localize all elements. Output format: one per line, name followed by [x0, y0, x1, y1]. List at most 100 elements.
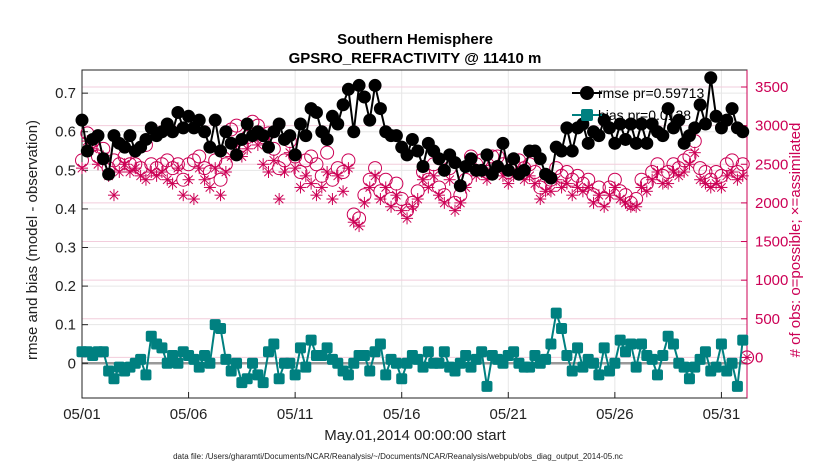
rmse-point	[288, 148, 302, 162]
asterisk-stroke	[333, 171, 343, 181]
rmse-point	[166, 125, 180, 139]
y-tick-label: 0.7	[55, 85, 76, 102]
bias-point	[572, 342, 584, 354]
obs-assimilated-point	[369, 169, 382, 182]
asterisk-stroke	[157, 167, 167, 177]
asterisk-stroke	[343, 163, 353, 173]
bias-point	[321, 342, 333, 354]
obs-assimilated-point	[592, 189, 605, 202]
asterisk-stroke	[700, 179, 710, 189]
rmse-point	[672, 113, 686, 127]
rmse-point	[634, 117, 648, 131]
rmse-point	[235, 132, 249, 146]
chart-title-line-1: Southern Hemisphere	[337, 31, 493, 48]
obs-assimilated-point	[443, 173, 456, 186]
bias-point	[380, 369, 392, 381]
bias-point	[481, 380, 493, 392]
asterisk-stroke	[423, 182, 433, 192]
legend-rmse-marker	[580, 86, 594, 100]
asterisk-stroke	[391, 190, 401, 200]
obs-assimilated-point	[337, 185, 350, 198]
obs-assimilated-point	[294, 181, 307, 194]
obs-assimilated-point	[315, 181, 328, 194]
asterisk-stroke	[349, 217, 359, 227]
obs-assimilated-point	[214, 189, 227, 202]
asterisk-stroke	[429, 171, 439, 181]
obs-assimilated-point	[129, 162, 142, 175]
y2-tick-label: 3000	[755, 118, 788, 135]
asterisk-stroke	[732, 175, 742, 185]
rmse-point	[624, 117, 638, 131]
rmse-point	[123, 129, 137, 143]
y2-tick-label: 0	[755, 349, 763, 366]
obs-assimilated-point	[571, 181, 584, 194]
obs-assimilated-point	[251, 138, 264, 151]
bias-point	[545, 338, 557, 350]
rmse-point	[400, 148, 414, 162]
obs-assimilated-point	[363, 181, 376, 194]
obs-assimilated-point	[107, 189, 120, 202]
y-tick-label: 0.2	[55, 278, 76, 295]
bias-point	[524, 361, 536, 373]
rmse-point	[725, 102, 739, 116]
obs-possible-point	[336, 164, 351, 179]
rmse-point	[389, 129, 403, 143]
legend: rmse pr=0.59713 bias pr=0.0128	[572, 85, 704, 123]
obs-assimilated-point	[560, 177, 573, 190]
asterisk-stroke	[706, 182, 716, 192]
obs-possible-point	[304, 149, 319, 164]
y2-tick-label: 3500	[755, 79, 788, 96]
bias-point	[284, 357, 296, 369]
rmse-point	[475, 163, 489, 177]
rmse-point	[437, 163, 451, 177]
obs-assimilated-point	[118, 158, 131, 171]
obs-assimilated-point	[736, 169, 749, 182]
bias-point	[737, 334, 749, 346]
obs-assimilated-point	[630, 200, 643, 213]
bias-point	[247, 357, 259, 369]
obs-assimilated-point	[267, 154, 280, 167]
bias-point	[556, 323, 568, 335]
asterisk-stroke	[397, 206, 407, 216]
obs-assimilated-point	[678, 165, 691, 178]
obs-assimilated-point	[502, 177, 515, 190]
bias-point	[140, 369, 152, 381]
rmse-point	[592, 129, 606, 143]
bias-point	[550, 307, 562, 319]
rmse-point	[320, 132, 334, 146]
obs-assimilated-point	[209, 162, 222, 175]
bias-point	[215, 323, 227, 335]
rmse-point	[464, 152, 478, 166]
asterisk-stroke	[684, 159, 695, 169]
obs-assimilated-point	[422, 181, 435, 194]
rmse-point	[693, 98, 707, 112]
bias-point	[193, 361, 205, 373]
rmse-point	[182, 109, 196, 123]
obs-assimilated-point	[699, 177, 712, 190]
obs-assimilated-point	[598, 200, 611, 213]
y-axis-label-left: rmse and bias (model - observation)	[24, 120, 41, 360]
asterisk-stroke	[668, 167, 679, 177]
y-tick-label: 0.4	[55, 201, 76, 218]
asterisk-stroke	[519, 175, 529, 185]
obs-assimilated-point	[198, 173, 211, 186]
rmse-point	[629, 136, 643, 150]
asterisk-stroke	[557, 182, 567, 192]
bias-point	[699, 346, 711, 358]
rmse-point	[219, 125, 233, 139]
asterisk-stroke	[743, 353, 751, 362]
bias-point	[417, 361, 429, 373]
y-tick-label: 0.3	[55, 240, 76, 257]
rmse-point	[299, 129, 313, 143]
bias-point	[540, 353, 552, 365]
x-tick-label: 05/11	[277, 406, 313, 423]
obs-assimilated-point	[113, 165, 126, 178]
obs-assimilated-point	[672, 169, 685, 182]
asterisk-stroke	[162, 175, 172, 185]
y-tick-label: 0	[68, 355, 76, 372]
rmse-point	[171, 105, 185, 119]
rmse-point	[491, 159, 505, 173]
obs-assimilated-point	[566, 189, 579, 202]
obs-assimilated-point	[390, 189, 403, 202]
asterisk-stroke	[146, 167, 156, 177]
